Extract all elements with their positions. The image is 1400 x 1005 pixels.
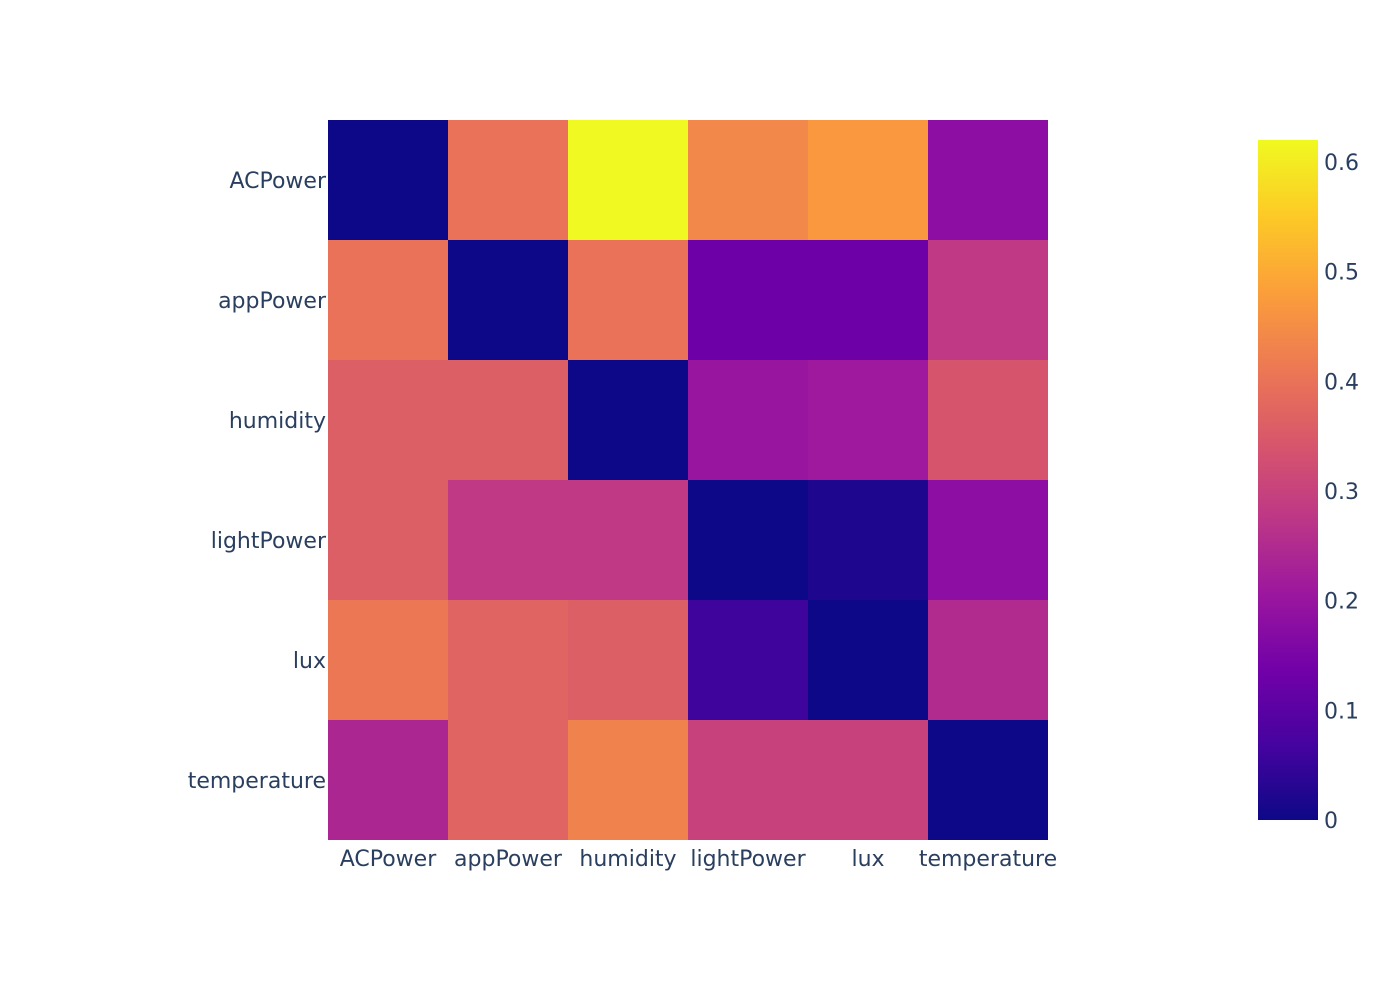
y-tick-label: temperature: [188, 769, 326, 794]
heatmap-cell: [808, 120, 928, 240]
heatmap-cell: [928, 600, 1048, 720]
heatmap-cell: [808, 720, 928, 840]
x-tick-label: lightPower: [690, 847, 806, 872]
colorbar-tick-label: 0: [1324, 809, 1338, 834]
heatmap-cell: [688, 480, 808, 600]
heatmap-cell: [808, 480, 928, 600]
x-tick-label: ACPower: [340, 847, 437, 872]
heatmap-cell: [928, 360, 1048, 480]
colorbar-tick-label: 0.2: [1324, 590, 1359, 615]
heatmap-cells: [328, 120, 1048, 840]
heatmap-cell: [328, 120, 448, 240]
colorbar-tick-label: 0.6: [1324, 151, 1359, 176]
colorbar-tick-label: 0.4: [1324, 370, 1359, 395]
colorbar-gradient: [1258, 140, 1318, 820]
heatmap-cell: [448, 360, 568, 480]
y-tick-label: appPower: [218, 289, 327, 314]
heatmap-cell: [568, 600, 688, 720]
x-tick-label: appPower: [454, 847, 563, 872]
heatmap-cell: [568, 360, 688, 480]
heatmap-cell: [928, 120, 1048, 240]
heatmap-cell: [448, 720, 568, 840]
heatmap-cell: [808, 240, 928, 360]
y-tick-label: lightPower: [211, 529, 327, 554]
heatmap-cell: [328, 360, 448, 480]
heatmap-cell: [688, 360, 808, 480]
heatmap-cell: [808, 360, 928, 480]
heatmap-cell: [688, 600, 808, 720]
heatmap-cell: [448, 480, 568, 600]
heatmap-cell: [568, 120, 688, 240]
heatmap-cell: [808, 600, 928, 720]
heatmap-cell: [568, 240, 688, 360]
colorbar-tick-label: 0.1: [1324, 699, 1359, 724]
heatmap-cell: [928, 240, 1048, 360]
colorbar-tick-label: 0.5: [1324, 261, 1359, 286]
heatmap-cell: [688, 240, 808, 360]
heatmap-cell: [928, 720, 1048, 840]
x-tick-label: lux: [851, 847, 884, 872]
x-tick-label: humidity: [579, 847, 676, 872]
colorbar-tick-label: 0.3: [1324, 480, 1359, 505]
heatmap-cell: [328, 240, 448, 360]
heatmap-cell: [448, 600, 568, 720]
heatmap-cell: [448, 240, 568, 360]
heatmap-cell: [328, 600, 448, 720]
heatmap-cell: [448, 120, 568, 240]
heatmap-cell: [328, 720, 448, 840]
heatmap-cell: [928, 480, 1048, 600]
heatmap-cell: [688, 120, 808, 240]
heatmap-cell: [328, 480, 448, 600]
y-tick-label: ACPower: [229, 169, 326, 194]
y-axis-tick-labels: ACPower appPower humidity lightPower lux temp…: [188, 169, 327, 794]
x-tick-label: temperature: [919, 847, 1057, 872]
heatmap-cell: [568, 720, 688, 840]
heatmap-cell: [568, 480, 688, 600]
x-axis-tick-labels: ACPower appPower humidity lightPower lux temp…: [340, 847, 1057, 872]
colorbar: 0 0.1 0.2 0.3 0.4 0.5 0.6: [1258, 140, 1359, 834]
y-tick-label: lux: [293, 649, 326, 674]
heatmap-cell: [688, 720, 808, 840]
y-tick-label: humidity: [229, 409, 326, 434]
